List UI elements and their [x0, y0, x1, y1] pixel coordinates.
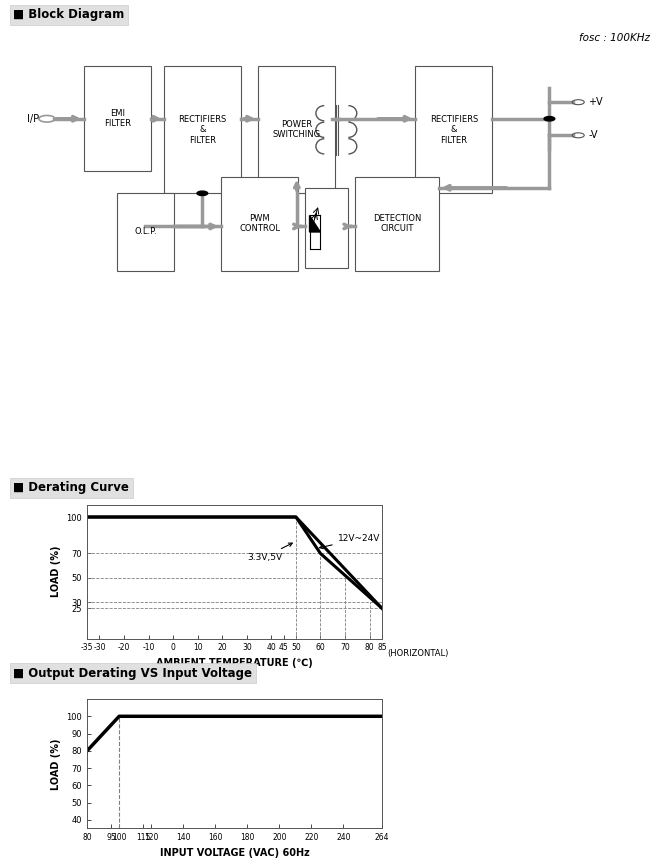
Text: (HORIZONTAL): (HORIZONTAL)	[387, 649, 448, 658]
Text: 12V~24V: 12V~24V	[320, 534, 380, 549]
X-axis label: INPUT VOLTAGE (VAC) 60Hz: INPUT VOLTAGE (VAC) 60Hz	[159, 847, 310, 858]
FancyBboxPatch shape	[415, 66, 492, 193]
Text: EMI
FILTER: EMI FILTER	[104, 109, 131, 129]
Text: PWM
CONTROL: PWM CONTROL	[239, 214, 280, 233]
X-axis label: AMBIENT TEMPERATURE (℃): AMBIENT TEMPERATURE (℃)	[156, 658, 313, 668]
Text: RECTIFIERS
&
FILTER: RECTIFIERS & FILTER	[178, 115, 227, 145]
Text: 3.3V,5V: 3.3V,5V	[247, 543, 292, 562]
Circle shape	[544, 117, 555, 121]
Text: ■ Block Diagram: ■ Block Diagram	[13, 9, 125, 22]
Y-axis label: LOAD (%): LOAD (%)	[51, 738, 61, 790]
Text: -V: -V	[588, 130, 598, 141]
FancyBboxPatch shape	[221, 177, 298, 271]
Text: POWER
SWITCHING: POWER SWITCHING	[273, 120, 320, 140]
FancyBboxPatch shape	[117, 193, 174, 271]
Text: DETECTION
CIRCUIT: DETECTION CIRCUIT	[373, 214, 421, 233]
Circle shape	[197, 191, 208, 196]
FancyBboxPatch shape	[164, 66, 241, 193]
FancyBboxPatch shape	[84, 66, 151, 171]
Text: RECTIFIERS
&
FILTER: RECTIFIERS & FILTER	[429, 115, 478, 145]
Text: I/P: I/P	[27, 114, 40, 123]
Text: ■ Derating Curve: ■ Derating Curve	[13, 481, 129, 494]
Text: ■ Output Derating VS Input Voltage: ■ Output Derating VS Input Voltage	[13, 666, 253, 680]
Text: fosc : 100KHz: fosc : 100KHz	[579, 33, 650, 43]
Y-axis label: LOAD (%): LOAD (%)	[51, 546, 61, 597]
Polygon shape	[310, 216, 320, 232]
Text: O.L.P.: O.L.P.	[135, 228, 157, 236]
Text: +V: +V	[588, 98, 603, 107]
FancyBboxPatch shape	[258, 66, 335, 193]
FancyBboxPatch shape	[305, 188, 348, 268]
FancyBboxPatch shape	[355, 177, 439, 271]
